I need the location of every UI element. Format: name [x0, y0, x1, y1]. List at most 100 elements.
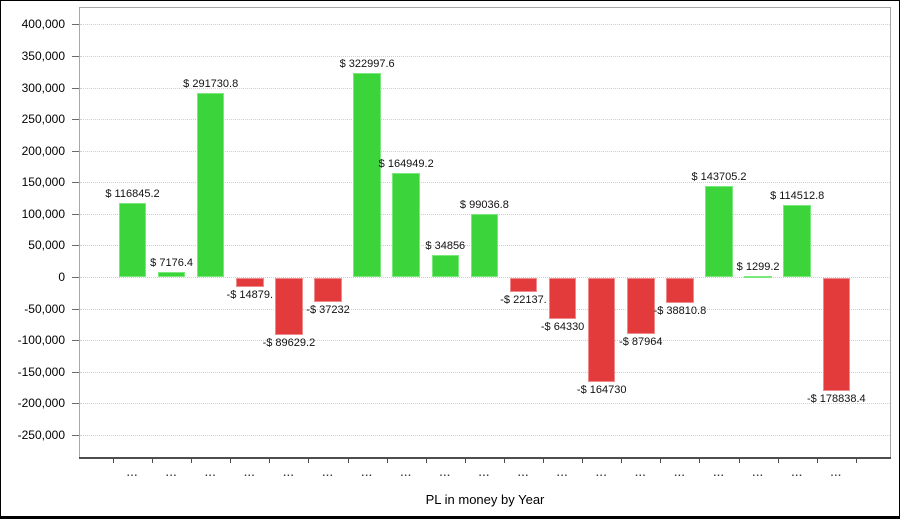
bar-value-label: $ 164949.2	[378, 157, 434, 170]
x-axis-title: PL in money by Year	[425, 492, 545, 507]
x-tick-label: ...	[400, 468, 412, 479]
y-tick-label: 50,000	[28, 238, 65, 253]
x-axis-tick	[738, 459, 740, 463]
bar	[587, 278, 616, 382]
bar	[353, 73, 381, 277]
x-axis-tick	[582, 459, 584, 463]
x-tick-label: ...	[791, 468, 803, 479]
bar-value-label: -$ 14879.	[226, 289, 274, 302]
bar	[548, 278, 577, 319]
bar-value-label: $ 322997.6	[339, 58, 395, 71]
x-axis-tick	[543, 459, 545, 463]
x-axis-tick	[112, 459, 114, 463]
bar	[196, 92, 225, 277]
y-tick-label: 0	[58, 270, 65, 284]
x-axis-tick	[308, 459, 310, 463]
gridline	[80, 119, 890, 121]
y-axis-tick	[72, 56, 79, 57]
bar-value-label: -$ 178838.4	[806, 392, 866, 405]
bar	[392, 172, 420, 277]
y-axis-tick	[72, 182, 79, 184]
x-tick-label: ...	[830, 468, 842, 479]
gridline	[80, 56, 890, 57]
x-axis-tick	[464, 459, 466, 463]
bar	[157, 272, 186, 277]
x-tick-label: ...	[244, 468, 256, 479]
bar-value-label: $ 99036.8	[459, 199, 509, 212]
x-axis-tick	[347, 459, 349, 463]
y-tick-label: -200,000	[17, 396, 65, 411]
gridline	[80, 150, 890, 152]
y-axis-tick	[72, 371, 79, 373]
x-tick-label: ...	[713, 468, 725, 479]
x-tick-label: ...	[517, 468, 530, 479]
y-tick-label: 250,000	[21, 112, 65, 127]
y-axis-tick	[72, 150, 79, 152]
x-axis-tick	[191, 459, 193, 463]
x-tick-label: ...	[674, 468, 686, 479]
x-axis-tick	[621, 459, 623, 463]
gridline	[80, 213, 890, 215]
bar-value-label: -$ 37232	[306, 303, 350, 316]
bar-value-label: $ 114512.8	[770, 189, 825, 202]
bar-value-label: -$ 22137.	[500, 293, 547, 306]
y-tick-label: -150,000	[17, 364, 65, 379]
x-axis-tick	[425, 459, 427, 463]
y-tick-label: 300,000	[21, 80, 65, 95]
x-tick-label: ...	[478, 468, 491, 479]
x-tick-label: ...	[205, 468, 217, 479]
gridline	[80, 308, 890, 310]
bar-value-label: $ 34856	[425, 239, 466, 252]
y-tick-label: 350,000	[21, 49, 65, 63]
bar-value-label: -$ 164730	[576, 384, 627, 396]
y-tick-label: 400,000	[21, 17, 65, 32]
bar	[236, 278, 264, 288]
bar-value-label: -$ 87964	[619, 335, 663, 348]
x-axis-tick	[699, 459, 701, 463]
x-axis-line	[79, 457, 891, 459]
y-axis-tick	[72, 24, 79, 26]
x-axis-tick	[660, 459, 662, 463]
x-tick-label: ...	[283, 468, 295, 479]
bar	[431, 254, 460, 277]
x-axis-tick	[777, 459, 779, 463]
x-tick-label: ...	[126, 468, 139, 479]
gridline	[80, 371, 890, 373]
y-tick-label: -250,000	[17, 427, 65, 442]
bar-value-label: -$ 89629.2	[262, 336, 316, 349]
bar	[783, 204, 811, 277]
x-axis-tick	[855, 459, 857, 463]
x-tick-label: ...	[556, 468, 569, 479]
bar-value-label: $ 7176.4	[150, 257, 194, 270]
bar	[509, 278, 538, 292]
gridline	[80, 182, 890, 184]
x-tick-label: ...	[596, 468, 608, 479]
bar	[822, 278, 851, 391]
y-axis-tick	[72, 213, 79, 215]
x-axis-tick	[503, 459, 505, 463]
y-axis-tick	[72, 87, 79, 89]
bar	[118, 203, 147, 277]
bar	[666, 278, 694, 303]
y-axis-tick	[72, 403, 79, 405]
y-tick-label: -50,000	[24, 301, 65, 316]
y-axis-tick	[72, 119, 79, 121]
gridline	[80, 277, 890, 278]
y-axis-tick	[72, 340, 79, 342]
x-tick-label: ...	[322, 468, 334, 479]
y-axis-tick	[72, 245, 79, 247]
bar-value-label: -$ 64330	[540, 320, 585, 333]
x-axis-tick	[152, 459, 154, 463]
y-axis-tick	[72, 277, 79, 278]
bar	[705, 186, 733, 277]
x-tick-label: ...	[439, 468, 451, 479]
gridline	[80, 434, 890, 436]
bar	[275, 278, 303, 335]
x-tick-label: ...	[165, 468, 178, 479]
x-axis-tick	[816, 459, 818, 463]
x-tick-label: ...	[361, 468, 373, 479]
bar-value-label: -$ 38810.8	[653, 304, 707, 317]
y-axis-tick	[72, 434, 79, 436]
x-tick-label: ...	[635, 468, 647, 479]
